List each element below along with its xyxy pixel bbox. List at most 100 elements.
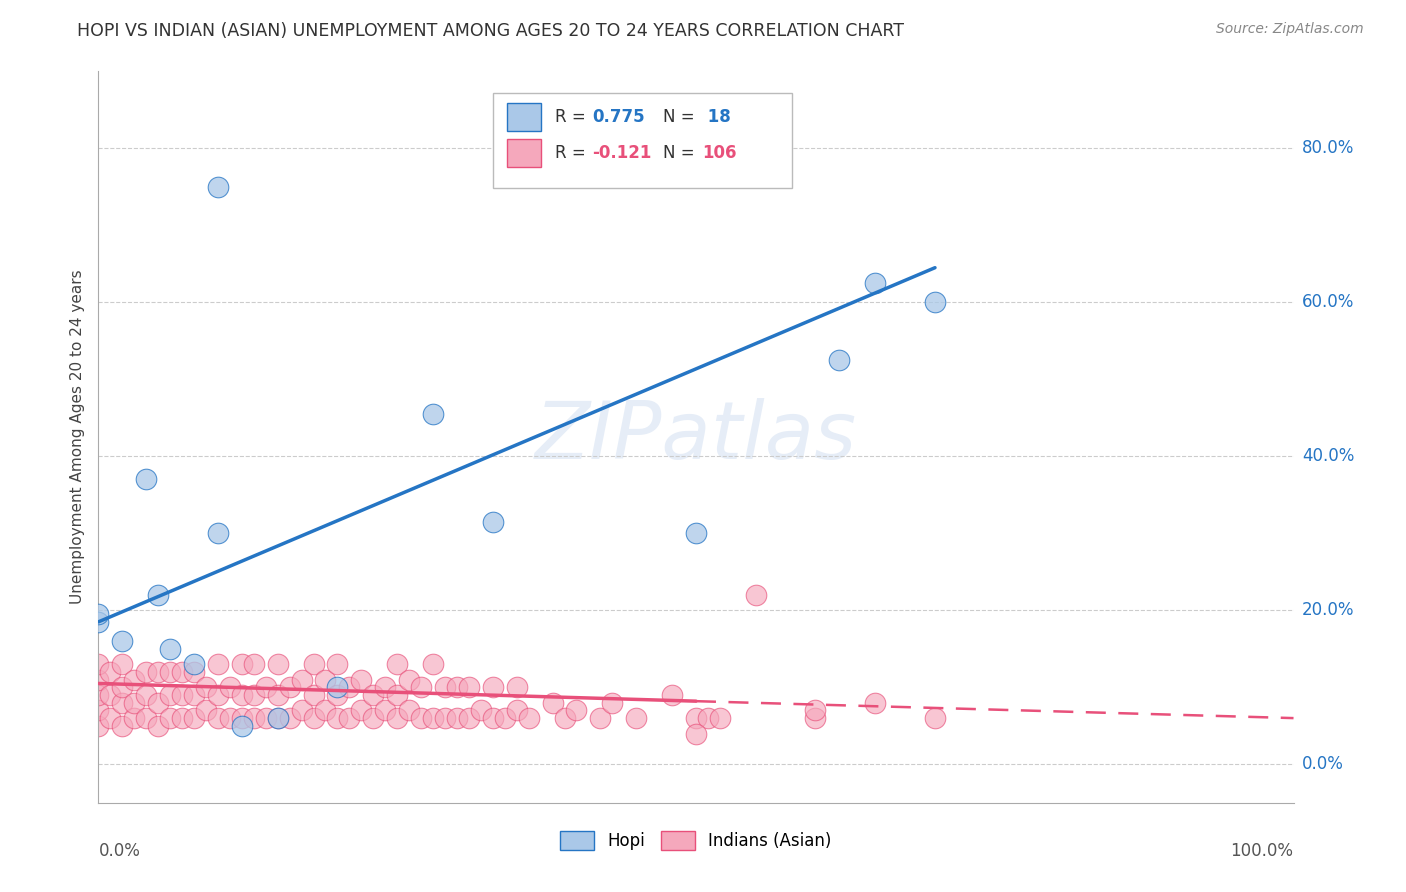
Text: R =: R = [555,145,591,162]
Point [422,711,444,725]
Point [865,696,887,710]
Point [804,703,827,717]
Point [159,665,181,679]
Point [159,688,181,702]
Text: 40.0%: 40.0% [1302,447,1354,466]
Point [434,711,457,725]
Point [411,681,433,695]
Point [363,688,385,702]
Point [98,665,122,679]
Text: 100.0%: 100.0% [1230,842,1294,860]
Point [148,665,170,679]
Text: N =: N = [662,145,699,162]
Point [135,665,157,679]
Point [339,681,361,695]
Text: Source: ZipAtlas.com: Source: ZipAtlas.com [1216,22,1364,37]
Point [302,657,325,672]
Point [267,711,290,725]
Text: ZIPatlas: ZIPatlas [534,398,858,476]
Point [326,711,349,725]
Point [87,657,110,672]
Point [87,607,110,622]
Point [326,681,349,695]
Point [243,688,266,702]
Point [458,681,481,695]
Point [148,696,170,710]
Point [411,711,433,725]
Point [135,688,157,702]
Point [339,711,361,725]
Point [195,681,218,695]
Point [111,657,134,672]
Point [302,711,325,725]
Point [470,703,492,717]
Point [363,711,385,725]
Point [697,711,720,725]
Point [326,657,349,672]
Point [446,681,468,695]
Point [565,703,588,717]
Point [183,665,205,679]
Point [159,641,181,656]
Point [183,688,205,702]
Point [231,688,253,702]
Point [828,353,851,368]
Point [124,673,146,687]
Point [87,688,110,702]
Point [135,472,157,486]
Point [350,673,373,687]
Point [111,696,134,710]
Point [278,681,301,695]
FancyBboxPatch shape [508,103,541,130]
Point [172,711,194,725]
Point [374,681,396,695]
Point [124,711,146,725]
Point [541,696,564,710]
Point [111,681,134,695]
Point [183,711,205,725]
Point [219,711,242,725]
Point [434,681,457,695]
Point [506,681,529,695]
Point [172,665,194,679]
FancyBboxPatch shape [508,139,541,167]
Point [231,657,253,672]
Point [481,711,505,725]
Text: 80.0%: 80.0% [1302,139,1354,157]
Point [87,673,110,687]
Point [315,673,337,687]
Point [506,703,529,717]
Point [207,179,229,194]
Point [267,688,290,702]
Point [135,711,157,725]
Point [231,719,253,733]
Point [159,711,181,725]
Text: R =: R = [555,108,591,126]
Text: 0.0%: 0.0% [98,842,141,860]
Point [148,588,170,602]
Text: 0.775: 0.775 [592,108,644,126]
Point [709,711,731,725]
Point [291,673,314,687]
Point [398,673,420,687]
Point [685,711,707,725]
Legend: Hopi, Indians (Asian): Hopi, Indians (Asian) [554,824,838,856]
Point [315,703,337,717]
Point [481,515,505,529]
Point [589,711,612,725]
Point [685,726,707,740]
Point [87,615,110,629]
Point [124,696,146,710]
Point [219,681,242,695]
Point [243,711,266,725]
Point [111,719,134,733]
Point [254,711,277,725]
Point [267,711,290,725]
Point [554,711,576,725]
Point [278,711,301,725]
Point [302,688,325,702]
Point [172,688,194,702]
Point [374,703,396,717]
Point [111,634,134,648]
Point [207,688,229,702]
